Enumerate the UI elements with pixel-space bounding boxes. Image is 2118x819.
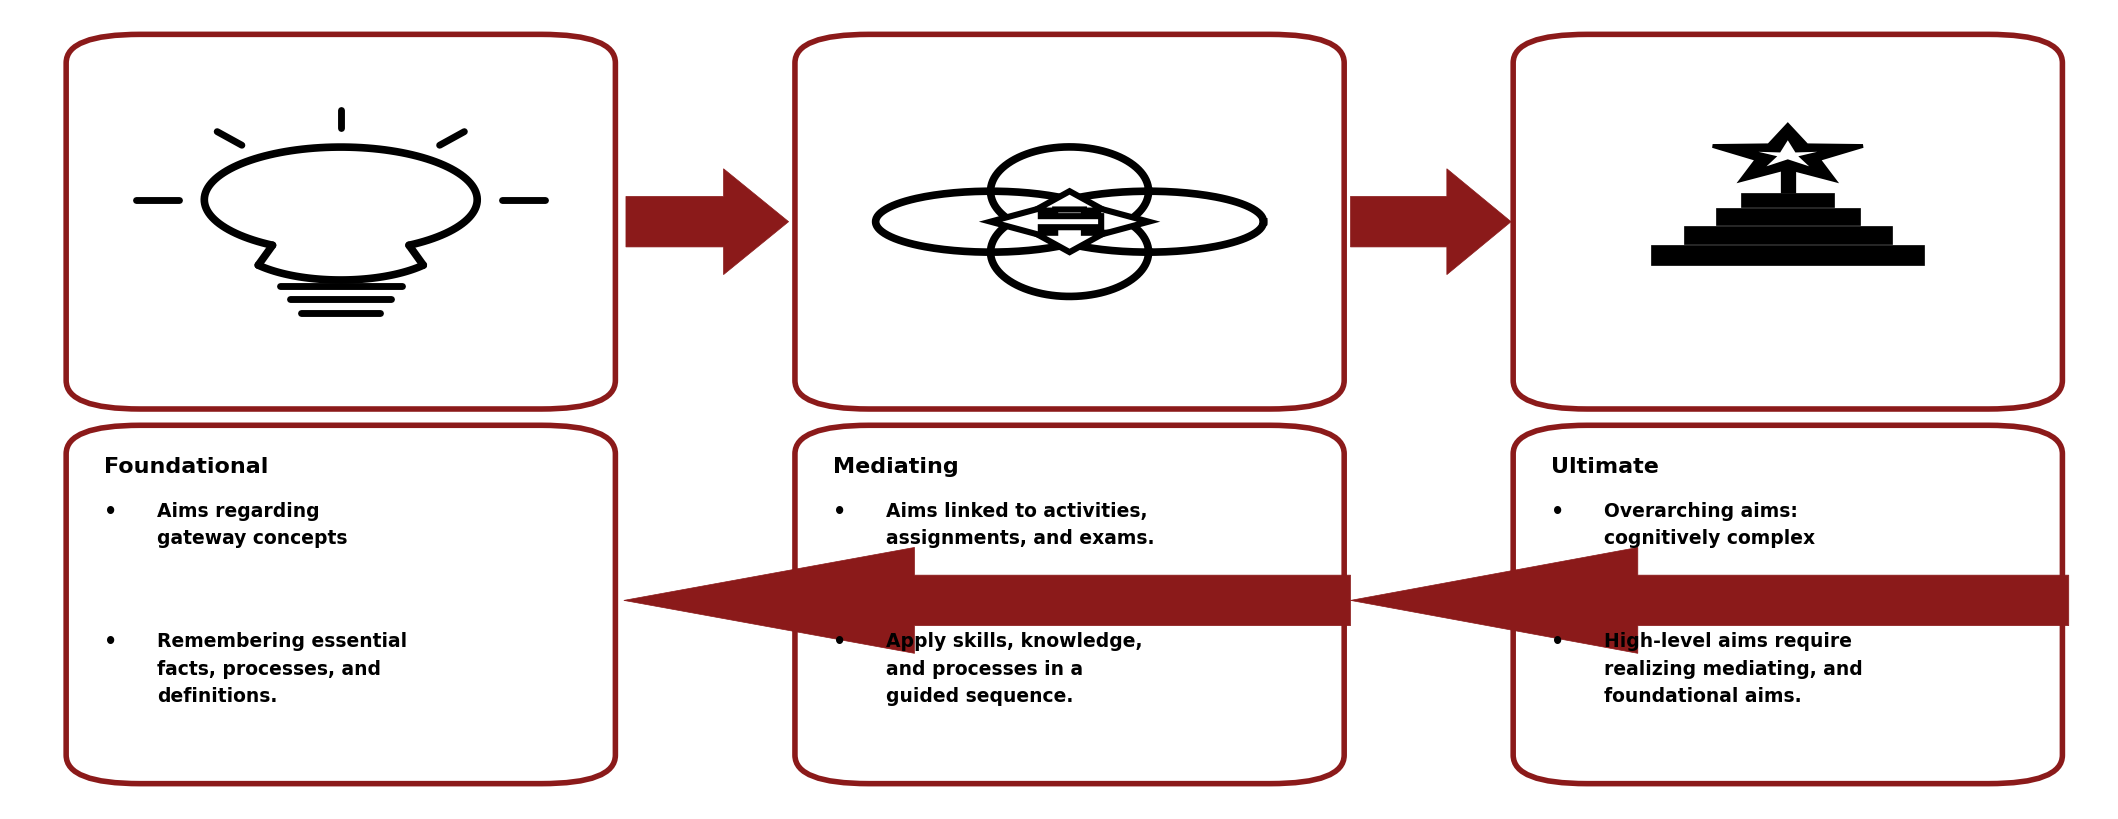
FancyBboxPatch shape — [794, 426, 1345, 784]
FancyBboxPatch shape — [794, 35, 1345, 410]
Polygon shape — [1034, 210, 1106, 253]
Text: Ultimate: Ultimate — [1550, 457, 1658, 477]
Polygon shape — [1652, 246, 1925, 265]
FancyBboxPatch shape — [1512, 426, 2063, 784]
Polygon shape — [1034, 192, 1106, 234]
Text: •: • — [832, 501, 847, 522]
Text: •: • — [104, 631, 116, 652]
Text: Apply skills, knowledge,
and processes in a
guided sequence.: Apply skills, knowledge, and processes i… — [885, 631, 1142, 705]
Polygon shape — [1741, 193, 1834, 207]
Text: •: • — [832, 631, 847, 652]
Text: Aims regarding
gateway concepts: Aims regarding gateway concepts — [157, 501, 347, 548]
Text: Remembering essential
facts, processes, and
definitions.: Remembering essential facts, processes, … — [157, 631, 407, 705]
Polygon shape — [1713, 126, 1864, 181]
FancyBboxPatch shape — [66, 426, 616, 784]
Polygon shape — [1716, 209, 1860, 225]
Polygon shape — [625, 548, 1351, 654]
Polygon shape — [1351, 170, 1510, 275]
Polygon shape — [1351, 548, 2069, 654]
Polygon shape — [1743, 138, 1832, 170]
Polygon shape — [991, 209, 1101, 236]
FancyBboxPatch shape — [1512, 35, 2063, 410]
Text: •: • — [1550, 501, 1565, 522]
Text: Mediating: Mediating — [832, 457, 959, 477]
Text: •: • — [104, 501, 116, 522]
Text: •: • — [1550, 631, 1565, 652]
Polygon shape — [627, 170, 788, 275]
Text: High-level aims require
realizing mediating, and
foundational aims.: High-level aims require realizing mediat… — [1603, 631, 1862, 705]
Text: Foundational: Foundational — [104, 457, 269, 477]
Text: Aims linked to activities,
assignments, and exams.: Aims linked to activities, assignments, … — [885, 501, 1154, 548]
Polygon shape — [1038, 209, 1148, 236]
Text: Overarching aims:
cognitively complex: Overarching aims: cognitively complex — [1603, 501, 1815, 548]
FancyBboxPatch shape — [66, 35, 616, 410]
Polygon shape — [1684, 227, 1891, 245]
